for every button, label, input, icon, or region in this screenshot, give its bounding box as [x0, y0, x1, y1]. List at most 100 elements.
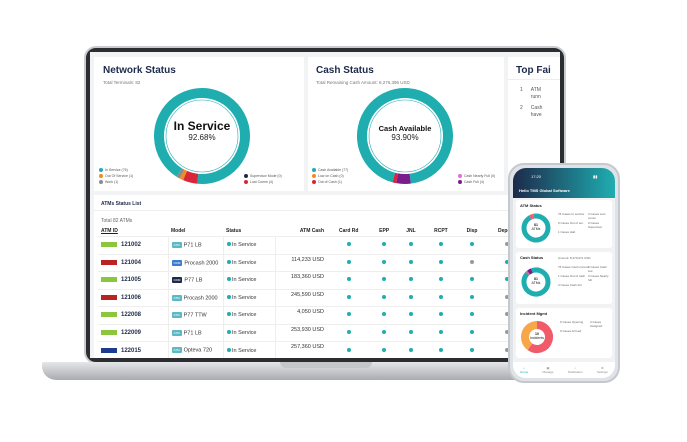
nav-notification[interactable]: ♪ Notification [567, 366, 583, 374]
phone-cash-donut [521, 267, 551, 297]
column-header[interactable]: Deposit [486, 226, 528, 237]
nav-settings[interactable]: ⚙ Settings [596, 366, 608, 374]
model-badge: ATM [171, 347, 182, 354]
table-row[interactable]: 121005 CDM P77 LB In Service 183,360 USD [98, 271, 528, 289]
table-row[interactable]: 122008 ATM P77 TTW In Service 4,050 USD [98, 306, 528, 324]
device-status-dot [382, 312, 387, 317]
donut-inner-ring [165, 99, 239, 173]
status-dot [226, 347, 231, 352]
table-row[interactable]: 121004 CDM Procash 2000 In Service 114,233 … [98, 253, 528, 272]
device-status-dot [470, 277, 475, 282]
atm-id-link[interactable]: 122015 [121, 347, 142, 354]
legend-dot [99, 174, 103, 178]
network-subtitle: Total Terminals: 82 [103, 80, 141, 85]
device-status-dot [408, 347, 413, 352]
phone-incident-title: Incident Mgmt [520, 311, 548, 316]
column-header[interactable]: ATM ID [101, 228, 118, 234]
device-status-dot [470, 242, 475, 247]
phone-atm-donut [521, 213, 551, 243]
device-status-dot [505, 294, 510, 299]
column-header[interactable]: RCPT [434, 228, 448, 234]
donut-segment [521, 321, 538, 350]
atm-cash: 253,930 USD [274, 323, 327, 342]
phone-bottom-nav: ⌂ Home ▦ Manage ♪ Notification ⚙ Settings [513, 362, 615, 378]
device-status-dot [408, 242, 413, 247]
device-status-dot [470, 259, 475, 264]
device-status-dot [382, 259, 387, 264]
atm-id-link[interactable]: 121002 [121, 242, 142, 249]
device-status-dot [408, 294, 413, 299]
phone: 17:20 ▮▮ Hello TMS Global Software ATM S… [508, 163, 620, 383]
atm-cash: 245,590 USD [274, 288, 327, 307]
table-row[interactable]: 122015 ATM Opteva 720 In Service 257,360 US… [98, 341, 528, 358]
atm-id-link[interactable]: 121004 [121, 259, 142, 266]
phone-screen: 17:20 ▮▮ Hello TMS Global Software ATM S… [513, 168, 615, 378]
device-status-dot [346, 329, 351, 334]
donut-segment [521, 213, 551, 243]
table-row[interactable]: 121006 ATM Procash 2000 In Service 245,590 … [98, 288, 528, 307]
column-header[interactable]: EPP [379, 228, 390, 234]
device-status-dot [382, 347, 387, 352]
bank-logo [101, 242, 117, 248]
legend-dot [458, 180, 462, 184]
phone-incident-card[interactable]: Incident Mgmt 10 Incidents 6 Cases Openin… [516, 308, 612, 358]
legend-dot [244, 180, 248, 184]
atm-id-link[interactable]: 122008 [121, 312, 142, 319]
atm-id-link[interactable]: 121006 [121, 294, 142, 301]
cash-center-value: 93.90% [391, 133, 419, 142]
nav-home[interactable]: ⌂ Home [520, 366, 529, 374]
status-dot [226, 259, 231, 264]
status-dot [226, 329, 231, 334]
column-header[interactable]: Card Rd [339, 228, 359, 234]
device-status-dot [438, 329, 443, 334]
legend-item: Work (1) [99, 180, 118, 184]
atm-status-list: ATMs Status List Total 82 ATMs ATM ID Mod… [94, 195, 560, 358]
device-status-dot [505, 312, 510, 317]
legend-item: Out Of Service (1) [99, 174, 133, 178]
bell-icon: ♪ [574, 366, 576, 370]
model-badge: CDM [171, 277, 183, 284]
table-row[interactable]: 122009 ATM P71 LB In Service 253,930 USD [98, 323, 528, 342]
phone-atm-status-card[interactable]: ATM Status 81 ATMs 76 Cases In service 3 … [516, 200, 612, 248]
device-status-dot [505, 259, 510, 264]
device-status-dot [505, 277, 510, 282]
atm-cash: 4,050 USD [274, 306, 327, 324]
phone-cash-status-title: Cash Status [520, 255, 544, 260]
laptop-base [42, 362, 608, 380]
network-center-label: In Service [173, 119, 231, 133]
device-status-dot [346, 277, 351, 282]
atm-cash [274, 236, 327, 254]
model-badge: ATM [171, 242, 182, 249]
device-status-dot [382, 294, 387, 299]
column-header[interactable]: Status [226, 228, 242, 234]
status-dot [226, 242, 231, 247]
column-header[interactable]: Disp [466, 228, 478, 234]
table-title: ATMs Status List [101, 201, 142, 207]
device-status-dot [438, 312, 443, 317]
atm-id-link[interactable]: 122009 [121, 329, 142, 336]
nav-manage[interactable]: ▦ Manage [542, 366, 554, 374]
home-icon: ⌂ [523, 366, 526, 370]
gear-icon: ⚙ [601, 366, 604, 370]
column-header[interactable]: ATM Cash [299, 228, 324, 234]
column-header[interactable]: JNL [406, 228, 416, 234]
table-total: Total 82 ATMs [101, 218, 133, 224]
device-status-dot [438, 259, 443, 264]
atm-id-link[interactable]: 121005 [121, 277, 142, 284]
device-status-dot [470, 312, 475, 317]
donut-segment [176, 168, 185, 179]
table-row[interactable]: 121002 ATM P71 LB In Service [98, 236, 528, 254]
device-status-dot [505, 242, 510, 247]
legend-dot [99, 168, 103, 172]
phone-cash-status-card[interactable]: Cash Status Amount: 8,470,071 USD 81 ATMs… [516, 252, 612, 304]
phone-greeting: Hello TMS Global Software [519, 188, 570, 193]
atm-table: ATM ID Model Status ATM Cash Card Rd EPP JNL RC… [98, 226, 528, 358]
bank-logo [101, 329, 117, 335]
battery-icon: ▮▮ [593, 174, 598, 179]
donut-segment [183, 170, 199, 184]
donut-inner-ring [368, 99, 442, 173]
legend-item: Cash Full (4) [458, 180, 484, 184]
device-status-dot [408, 259, 413, 264]
donut-segment [396, 173, 411, 184]
column-header[interactable]: Model [171, 228, 186, 234]
